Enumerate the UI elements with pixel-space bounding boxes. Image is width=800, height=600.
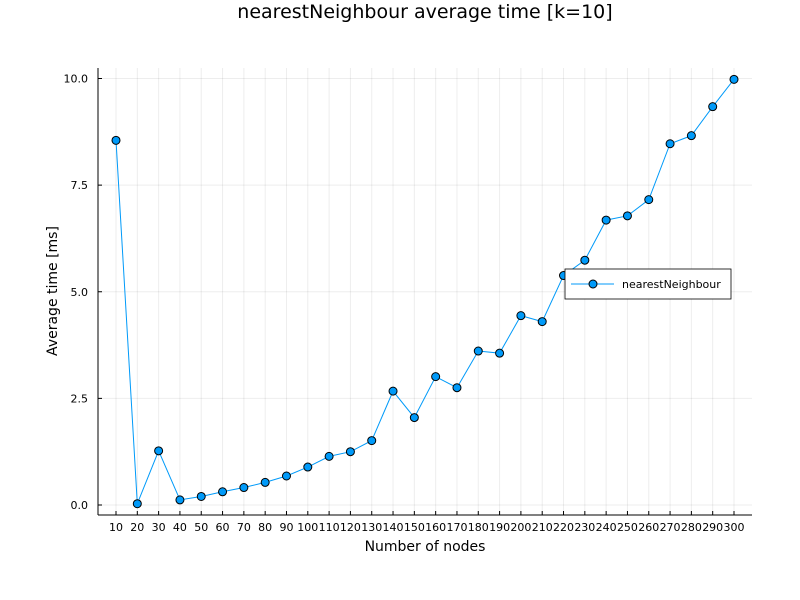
x-tick-label: 120 [340, 521, 361, 534]
data-point [239, 483, 249, 493]
x-tick-label: 300 [724, 521, 745, 534]
x-tick-label: 150 [404, 521, 425, 534]
x-tick-label: 290 [702, 521, 723, 534]
data-point [132, 499, 142, 509]
x-tick-label: 100 [297, 521, 318, 534]
chart-title: nearestNeighbour average time [k=10] [237, 1, 612, 23]
data-point [473, 346, 483, 356]
x-tick-label: 200 [510, 521, 531, 534]
x-tick-label: 20 [130, 521, 144, 534]
y-tick-label: 7.5 [71, 179, 89, 192]
data-point [196, 491, 206, 501]
x-tick-label: 70 [237, 521, 251, 534]
y-tick-label: 10.0 [64, 73, 89, 86]
x-tick-label: 60 [216, 521, 230, 534]
data-point [111, 135, 121, 145]
data-point [367, 436, 377, 446]
x-tick-label: 270 [660, 521, 681, 534]
series-group [111, 74, 739, 509]
data-point [409, 413, 419, 423]
data-point [388, 386, 398, 396]
y-axis-label: Average time [ms] [45, 226, 61, 356]
x-tick-label: 50 [194, 521, 208, 534]
data-point [260, 477, 270, 487]
x-axis-label: Number of nodes [365, 539, 486, 555]
x-tick-label: 280 [681, 521, 702, 534]
data-point [431, 372, 441, 382]
x-tick-label: 260 [638, 521, 659, 534]
data-point [281, 471, 291, 481]
x-tick-label: 230 [574, 521, 595, 534]
data-point [516, 311, 526, 321]
x-tick-label: 130 [361, 521, 382, 534]
x-tick-label: 140 [383, 521, 404, 534]
data-point [686, 131, 696, 141]
x-tick-label: 90 [279, 521, 293, 534]
x-tick-label: 80 [258, 521, 272, 534]
x-tick-label: 10 [109, 521, 123, 534]
data-point [580, 255, 590, 265]
x-tick-label: 190 [489, 521, 510, 534]
legend: nearestNeighbour [564, 268, 732, 300]
x-tick-label: 210 [532, 521, 553, 534]
data-point [644, 195, 654, 205]
y-tick-label: 5.0 [71, 286, 89, 299]
x-tick-label: 110 [319, 521, 340, 534]
data-point [622, 211, 632, 221]
x-tick-label: 170 [446, 521, 467, 534]
x-tick-label: 40 [173, 521, 187, 534]
x-tick-label: 30 [152, 521, 166, 534]
data-point [729, 74, 739, 84]
data-point [495, 348, 505, 358]
x-tick-label: 250 [617, 521, 638, 534]
data-point [452, 383, 462, 393]
ticks: 10 20 30 40 50 60 70 80 90 100 110 120 130 140 150 160 1… [64, 73, 745, 535]
data-point [154, 446, 164, 456]
data-point [345, 447, 355, 457]
data-point [601, 215, 611, 225]
data-point [537, 317, 547, 327]
y-tick-label: 2.5 [71, 392, 89, 405]
data-point [708, 102, 718, 112]
x-tick-label: 240 [596, 521, 617, 534]
legend-label: nearestNeighbour [622, 278, 721, 291]
data-point [175, 495, 185, 505]
data-point [218, 487, 228, 497]
y-tick-label: 0.0 [71, 499, 89, 512]
legend-marker [588, 279, 598, 289]
data-point [303, 462, 313, 472]
data-point [665, 139, 675, 149]
x-tick-label: 160 [425, 521, 446, 534]
data-point [324, 451, 334, 461]
x-tick-label: 220 [553, 521, 574, 534]
x-tick-label: 180 [468, 521, 489, 534]
